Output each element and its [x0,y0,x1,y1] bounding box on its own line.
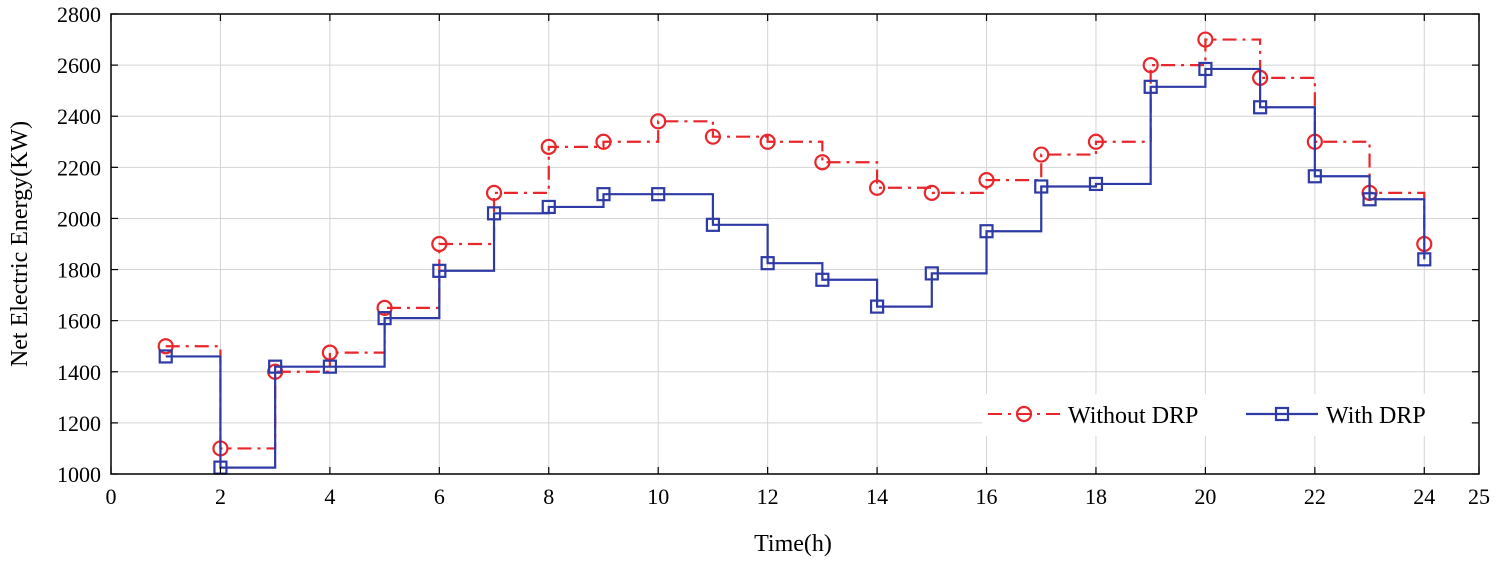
point-without-drp-6 [431,235,448,253]
y-axis-title: Net Electric Energy(KW) [7,121,33,367]
x-tick-label-6: 6 [434,484,445,509]
x-tick-label-20: 20 [1194,484,1216,509]
point-without-drp-12 [759,133,776,150]
x-tick-label-8: 8 [543,484,554,509]
y-tick-label-1600: 1600 [57,309,101,334]
series-with-drp [158,61,1432,475]
point-with-drp-15 [924,266,939,281]
x-tick-label-12: 12 [757,484,779,509]
y-tick-label-2800: 2800 [57,2,101,27]
point-with-drp-17 [1034,179,1049,194]
point-with-drp-23 [1362,192,1377,207]
point-without-drp-16 [978,172,995,189]
x-tick-label-10: 10 [647,484,669,509]
point-with-drp-18 [1088,176,1104,192]
plot-frame [110,13,1480,475]
x-tick-labels: 0 2 4 6 8 10 12 14 16 18 20 22 24 25 [106,484,1491,509]
x-axis-title: Time(h) [754,531,832,557]
point-with-drp-9 [596,187,611,202]
y-tick-label-1400: 1400 [57,360,101,385]
point-without-drp-18 [1087,133,1105,150]
point-without-drp-19 [1142,57,1159,74]
series-without-drp [157,31,1433,457]
x-tick-label-25: 25 [1468,484,1490,509]
tick-marks [110,13,1480,475]
y-tick-label-1800: 1800 [57,258,101,283]
legend-label-with-drp: With DRP [1326,403,1426,429]
point-without-drp-9 [595,133,612,150]
x-tick-label-2: 2 [215,484,226,509]
y-tick-label-2400: 2400 [57,104,101,129]
point-with-drp-5 [377,311,392,326]
x-tick-label-22: 22 [1304,484,1326,509]
point-without-drp-13 [814,154,831,171]
point-with-drp-20 [1198,61,1213,77]
point-without-drp-14 [868,179,886,196]
series-layer [157,31,1433,475]
point-with-drp-3 [268,359,283,374]
point-without-drp-17 [1033,146,1050,163]
y-tick-label-2600: 2600 [57,53,101,78]
legend-label-without-drp: Without DRP [1068,403,1198,429]
point-with-drp-11 [705,217,721,232]
series-line-with-drp [165,67,1426,469]
legend-marker-square [1274,406,1290,422]
point-without-drp-1 [157,338,174,355]
y-tick-labels: 1000 1200 1400 1600 1800 2000 2200 2400 2600 2800 [57,2,101,487]
y-tick-label-1200: 1200 [57,411,101,436]
point-with-drp-19 [1143,79,1158,94]
series-line-without-drp [165,38,1426,450]
point-with-drp-22 [1307,169,1322,184]
x-tick-label-0: 0 [106,484,117,509]
point-without-drp-10 [650,113,667,130]
point-without-drp-20 [1197,31,1214,48]
x-tick-label-18: 18 [1085,484,1107,509]
point-with-drp-4 [322,359,337,374]
x-tick-label-4: 4 [324,484,335,509]
point-without-drp-5 [376,299,393,316]
point-with-drp-14 [869,299,885,314]
legend-marker-circle [1015,405,1033,423]
x-tick-label-24: 24 [1413,484,1435,509]
legend: Without DRP With DRP [982,394,1470,436]
y-tick-label-2200: 2200 [57,155,101,180]
point-with-drp-12 [760,256,775,271]
x-tick-label-14: 14 [866,484,888,509]
point-with-drp-7 [486,206,502,221]
point-with-drp-13 [815,272,830,287]
legend-box [982,394,1470,436]
point-with-drp-16 [979,224,994,239]
x-tick-label-16: 16 [976,484,998,509]
point-without-drp-8 [540,138,557,155]
point-with-drp-1 [158,349,173,364]
point-with-drp-6 [432,263,447,278]
point-without-drp-15 [923,184,940,201]
point-with-drp-10 [651,187,666,202]
y-tick-label-2000: 2000 [57,206,101,231]
point-without-drp-7 [485,184,503,201]
point-with-drp-24 [1417,252,1432,267]
point-with-drp-8 [541,199,556,215]
point-with-drp-21 [1253,100,1268,115]
point-without-drp-11 [704,128,722,145]
y-tick-label-1000: 1000 [57,462,101,487]
